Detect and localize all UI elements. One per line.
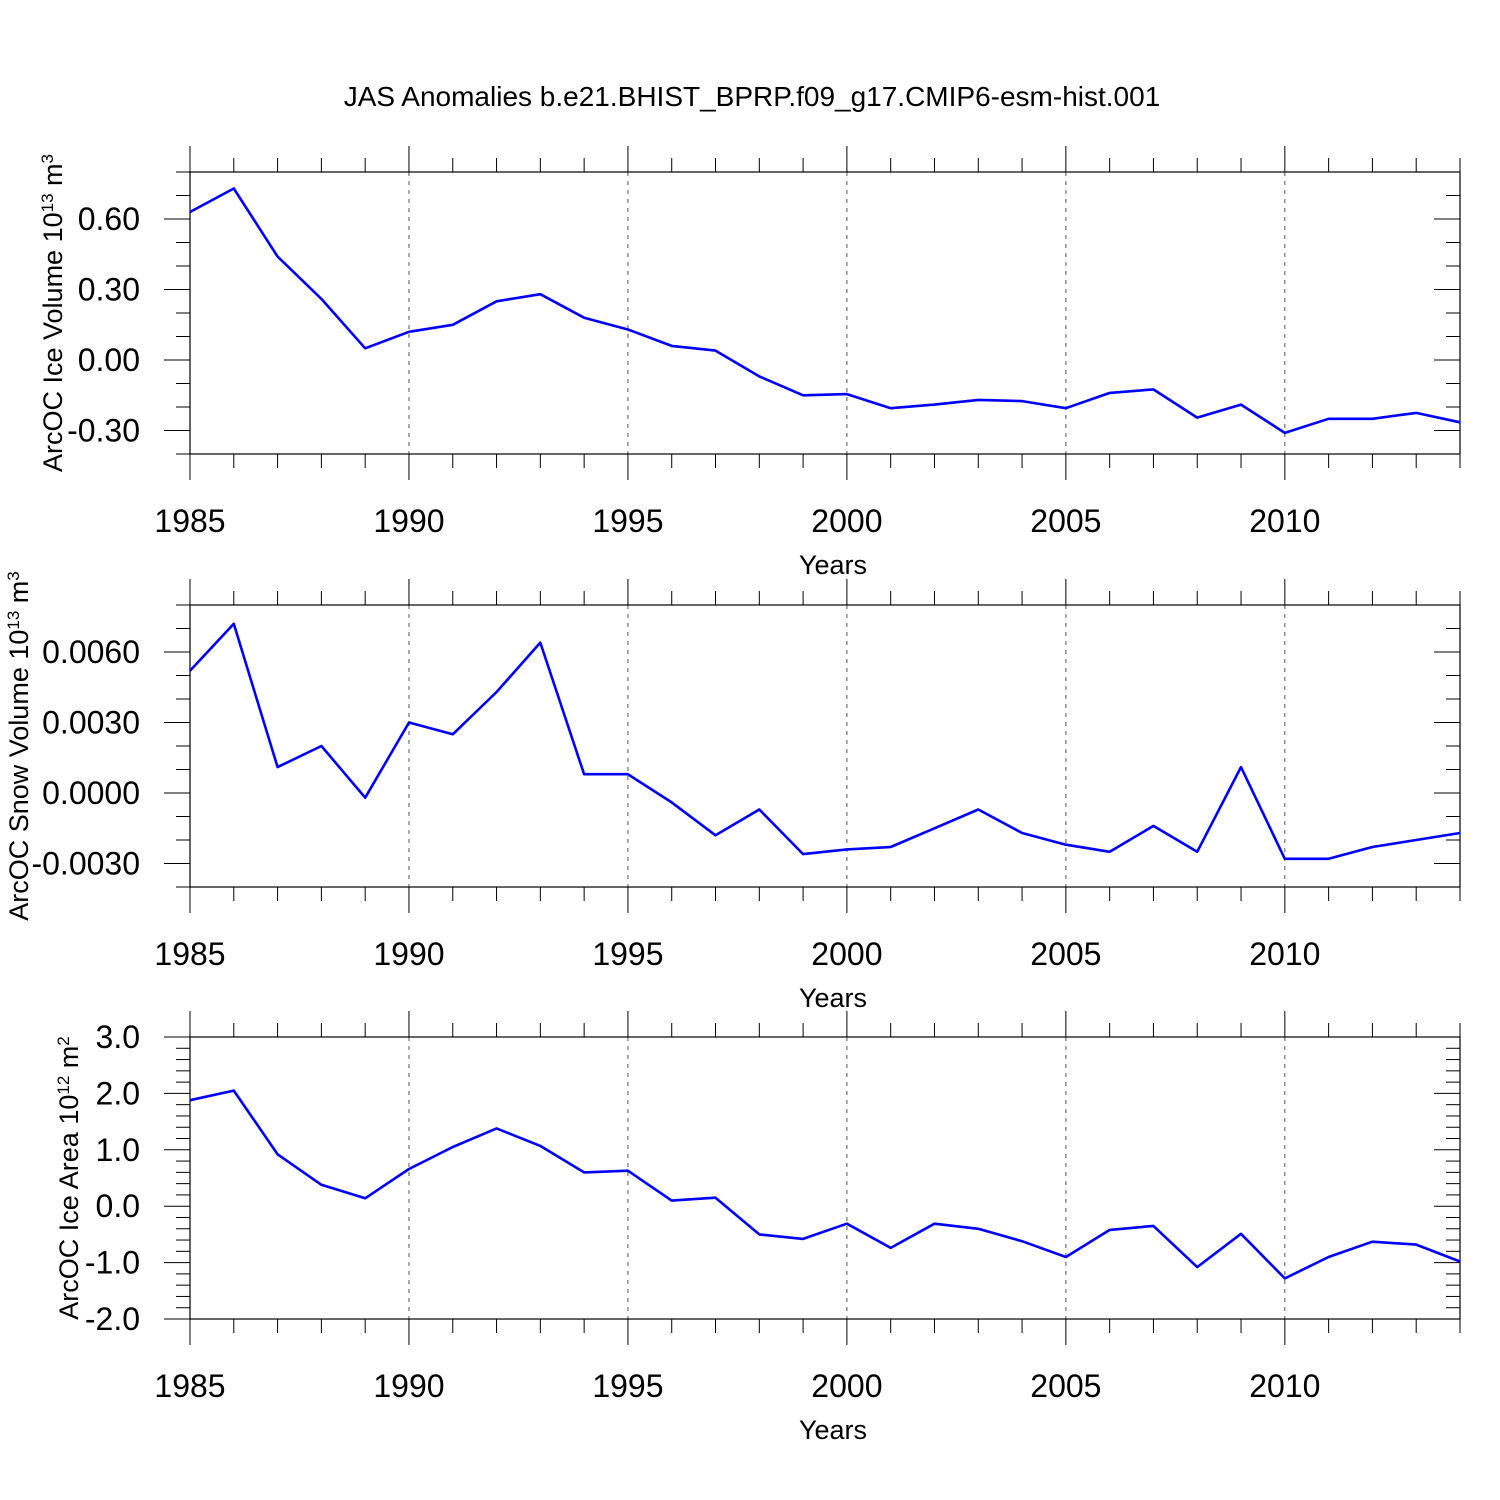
- panel-snow-volume: 1985 1990 1995 2000 2005 2010 Years 0.0060 0.003…: [4, 571, 1461, 1013]
- y-axis-label: ArcOC Snow Volume 1013 m3: [4, 571, 35, 921]
- x-tick-label: 1990: [373, 503, 444, 539]
- y-tick-label: -0.0030: [31, 846, 140, 882]
- y-tick-label: 1.0: [96, 1132, 140, 1168]
- x-tick-label: 2005: [1030, 936, 1101, 972]
- x-tick-label: 1995: [592, 936, 663, 972]
- x-tick-label: 2010: [1249, 503, 1320, 539]
- x-tick-label: 2010: [1249, 1368, 1320, 1404]
- y-tick-label: 0.0: [96, 1188, 140, 1224]
- y-tick-label: 0.30: [78, 272, 140, 308]
- x-tick-label: 1990: [373, 936, 444, 972]
- y-tick-label: 2.0: [96, 1075, 140, 1111]
- x-tick-label: 1985: [154, 936, 225, 972]
- figure-title: JAS Anomalies b.e21.BHIST_BPRP.f09_g17.C…: [344, 81, 1161, 112]
- x-tick-label: 1995: [592, 1368, 663, 1404]
- panel-ice-volume: 1985 1990 1995 2000 2005 2010 Years 0.60 0.30 0.0…: [38, 146, 1461, 580]
- x-tick-label: 2005: [1030, 1368, 1101, 1404]
- y-tick-label: 0.0030: [42, 705, 140, 741]
- plot-frame: [189, 604, 1461, 888]
- y-axis-label: ArcOC Ice Volume 1013 m3: [38, 154, 69, 472]
- y-tick-label: 0.60: [78, 201, 140, 237]
- series-line-snow-volume: [189, 622, 1461, 861]
- x-axis-label: Years: [799, 550, 867, 580]
- y-axis-label: ArcOC Ice Area 1012 m2: [54, 1036, 85, 1320]
- x-tick-label: 1990: [373, 1368, 444, 1404]
- panel-ice-area: 1985 1990 1995 2000 2005 2010 Years 3.0 2.0 1.0 0.…: [54, 1011, 1461, 1445]
- y-tick-label: 3.0: [96, 1019, 140, 1055]
- y-tick-label: -2.0: [85, 1301, 140, 1337]
- x-axis-label: Years: [799, 1415, 867, 1445]
- x-tick-label: 2000: [811, 936, 882, 972]
- series-line-ice-volume: [189, 187, 1461, 435]
- x-tick-label: 2000: [811, 1368, 882, 1404]
- plot-frame: [189, 1036, 1461, 1320]
- y-tick-label: 0.00: [78, 342, 140, 378]
- y-tick-label: 0.0000: [42, 775, 140, 811]
- x-tick-label: 2000: [811, 503, 882, 539]
- x-axis-label: Years: [799, 983, 867, 1013]
- x-tick-label: 2005: [1030, 503, 1101, 539]
- x-tick-label: 1985: [154, 1368, 225, 1404]
- x-tick-label: 2010: [1249, 936, 1320, 972]
- plot-frame: [189, 171, 1461, 455]
- y-tick-label: -0.30: [67, 413, 140, 449]
- series-line-ice-area: [189, 1089, 1461, 1280]
- x-tick-label: 1985: [154, 503, 225, 539]
- x-tick-label: 1995: [592, 503, 663, 539]
- y-tick-label: -1.0: [85, 1245, 140, 1281]
- y-tick-label: 0.0060: [42, 634, 140, 670]
